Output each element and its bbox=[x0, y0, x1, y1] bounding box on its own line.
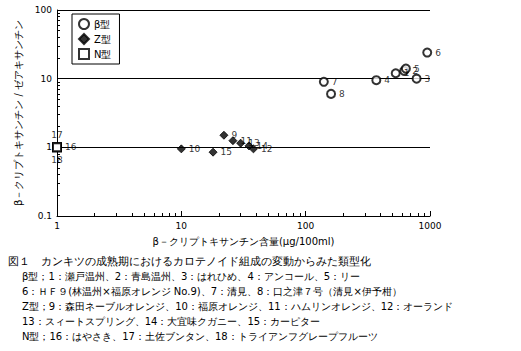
svg-text:β－クリプトキサンチン / ゼアキサンチン: β－クリプトキサンチン / ゼアキサンチン bbox=[13, 20, 24, 206]
svg-text:11: 11 bbox=[240, 135, 252, 146]
svg-text:β－クリプトキサンチン含量(μg/100ml): β－クリプトキサンチン含量(μg/100ml) bbox=[153, 236, 335, 247]
svg-text:1: 1 bbox=[404, 68, 410, 78]
svg-text:N型；16：はやさき、17：土佐ブンタン、18：トライアンフ: N型；16：はやさき、17：土佐ブンタン、18：トライアンフグレープフルーツ bbox=[22, 331, 378, 342]
svg-text:7: 7 bbox=[332, 77, 338, 87]
svg-text:10: 10 bbox=[41, 74, 53, 84]
svg-text:18: 18 bbox=[51, 155, 63, 165]
svg-text:10: 10 bbox=[176, 221, 188, 231]
svg-text:13：スィートスプリング、14：大宜味クガニー、15：カーピ: 13：スィートスプリング、14：大宜味クガニー、15：カーピター bbox=[22, 316, 320, 327]
svg-text:8: 8 bbox=[339, 89, 345, 99]
svg-text:Z型；9：森田ネーブルオレンジ、10：福原オレンジ、11：ハ: Z型；9：森田ネーブルオレンジ、10：福原オレンジ、11：ハムリンオレンジ、12… bbox=[22, 301, 453, 312]
svg-text:β型；1：瀬戸温州、2：青島温州、3：はれひめ、4：アンコー: β型；1：瀬戸温州、2：青島温州、3：はれひめ、4：アンコール、5：リー bbox=[22, 271, 360, 282]
svg-text:15: 15 bbox=[221, 147, 232, 157]
svg-text:9: 9 bbox=[231, 130, 237, 140]
svg-text:100: 100 bbox=[35, 5, 52, 15]
svg-text:6: 6 bbox=[435, 48, 441, 58]
svg-text:1: 1 bbox=[54, 221, 60, 231]
svg-text:図１ カンキツの成熟期におけるカロテノイド組成の変動からみた: 図１ カンキツの成熟期におけるカロテノイド組成の変動からみた類型化 bbox=[8, 255, 371, 268]
svg-text:5: 5 bbox=[414, 64, 420, 74]
svg-text:Z型: Z型 bbox=[94, 34, 111, 45]
svg-text:14: 14 bbox=[256, 141, 268, 151]
svg-text:4: 4 bbox=[384, 75, 390, 85]
svg-text:β型: β型 bbox=[94, 19, 110, 30]
svg-text:16: 16 bbox=[65, 142, 77, 152]
svg-text:N型: N型 bbox=[94, 49, 111, 60]
svg-text:13: 13 bbox=[248, 138, 260, 149]
svg-text:6：ＨＦ９(林温州×福原オレンジ No.9)、7：清見、8：: 6：ＨＦ９(林温州×福原オレンジ No.9)、7：清見、8：口之津７号（清見×伊… bbox=[22, 286, 402, 297]
svg-text:1: 1 bbox=[46, 142, 52, 152]
svg-text:17: 17 bbox=[51, 130, 62, 140]
svg-text:3: 3 bbox=[425, 74, 431, 84]
svg-text:1000: 1000 bbox=[419, 221, 442, 231]
svg-text:0.1: 0.1 bbox=[38, 211, 52, 221]
svg-text:10: 10 bbox=[189, 144, 201, 154]
svg-text:100: 100 bbox=[297, 221, 314, 231]
